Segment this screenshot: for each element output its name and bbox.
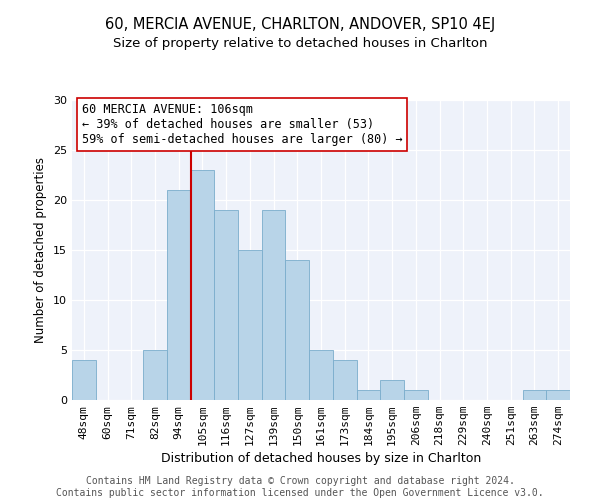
Y-axis label: Number of detached properties: Number of detached properties [34, 157, 47, 343]
Bar [286, 260, 309, 400]
Bar [214, 210, 238, 400]
Bar [72, 360, 96, 400]
Text: Contains HM Land Registry data © Crown copyright and database right 2024.
Contai: Contains HM Land Registry data © Crown c… [56, 476, 544, 498]
Text: 60, MERCIA AVENUE, CHARLTON, ANDOVER, SP10 4EJ: 60, MERCIA AVENUE, CHARLTON, ANDOVER, SP… [105, 18, 495, 32]
Bar [404, 390, 428, 400]
Bar [191, 170, 214, 400]
Bar [333, 360, 356, 400]
Text: 60 MERCIA AVENUE: 106sqm
← 39% of detached houses are smaller (53)
59% of semi-d: 60 MERCIA AVENUE: 106sqm ← 39% of detach… [82, 103, 403, 146]
Bar [238, 250, 262, 400]
Text: Size of property relative to detached houses in Charlton: Size of property relative to detached ho… [113, 38, 487, 51]
Bar [523, 390, 546, 400]
Bar [546, 390, 570, 400]
Bar [380, 380, 404, 400]
Bar [143, 350, 167, 400]
Bar [309, 350, 333, 400]
X-axis label: Distribution of detached houses by size in Charlton: Distribution of detached houses by size … [161, 452, 481, 466]
Bar [262, 210, 286, 400]
Bar [356, 390, 380, 400]
Bar [167, 190, 191, 400]
